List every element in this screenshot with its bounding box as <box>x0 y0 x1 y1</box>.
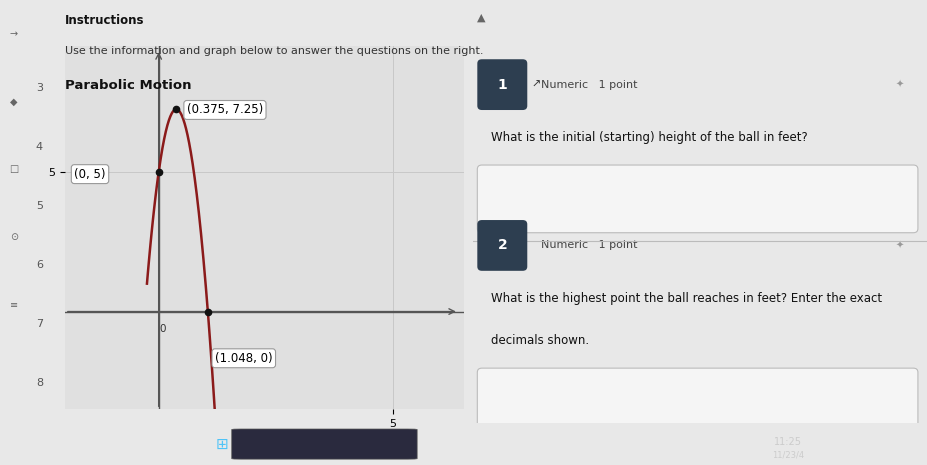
Text: What is the initial (starting) height of the ball in feet?: What is the initial (starting) height of… <box>491 131 807 144</box>
Text: 3: 3 <box>36 83 43 93</box>
Text: ◆: ◆ <box>10 97 18 106</box>
Text: Instructions: Instructions <box>65 14 145 27</box>
Text: ▲: ▲ <box>477 13 486 23</box>
Text: ≡: ≡ <box>10 299 18 310</box>
FancyBboxPatch shape <box>477 59 527 110</box>
Text: 4: 4 <box>36 142 43 152</box>
Text: 5: 5 <box>36 201 43 211</box>
FancyBboxPatch shape <box>477 368 918 436</box>
Text: 1: 1 <box>498 78 507 92</box>
Text: Numeric   1 point: Numeric 1 point <box>540 80 638 90</box>
Text: decimals shown.: decimals shown. <box>491 334 589 347</box>
Text: Type your answer...: Type your answer... <box>500 193 615 206</box>
Text: 2: 2 <box>498 239 507 252</box>
FancyBboxPatch shape <box>232 429 417 459</box>
Text: Use the information and graph below to answer the questions on the right.: Use the information and graph below to a… <box>65 46 483 57</box>
Text: ✦: ✦ <box>895 80 904 90</box>
Text: (1.048, 0): (1.048, 0) <box>215 352 273 365</box>
Text: 8: 8 <box>36 378 43 388</box>
FancyBboxPatch shape <box>477 165 918 233</box>
Text: 0: 0 <box>159 324 166 334</box>
Text: 6: 6 <box>36 260 43 270</box>
Text: □: □ <box>9 164 19 174</box>
Text: ↗: ↗ <box>532 80 541 90</box>
Text: (0, 5): (0, 5) <box>74 167 106 180</box>
Text: 7: 7 <box>36 319 43 329</box>
Text: 11/23/4: 11/23/4 <box>772 450 804 459</box>
Text: Type your answer...: Type your answer... <box>500 396 615 408</box>
Text: Q  Search: Q Search <box>278 439 333 449</box>
Text: Numeric   1 point: Numeric 1 point <box>540 240 638 251</box>
Text: (0.375, 7.25): (0.375, 7.25) <box>187 103 263 116</box>
FancyBboxPatch shape <box>477 220 527 271</box>
Text: ⊙: ⊙ <box>10 232 18 242</box>
Text: What is the highest point the ball reaches in feet? Enter the exact: What is the highest point the ball reach… <box>491 292 883 305</box>
Text: ✦: ✦ <box>895 240 904 251</box>
Text: ⊞: ⊞ <box>216 437 229 452</box>
Text: 11:25: 11:25 <box>774 437 802 447</box>
Text: Parabolic Motion: Parabolic Motion <box>65 79 191 92</box>
Text: →: → <box>10 29 18 39</box>
